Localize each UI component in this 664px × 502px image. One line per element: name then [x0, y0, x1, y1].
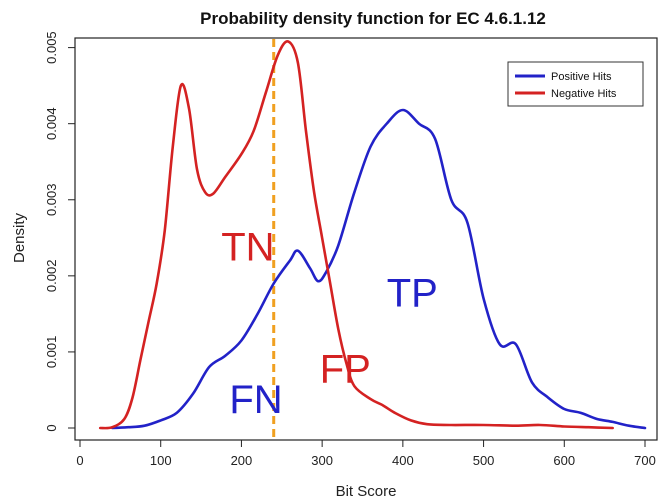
chart-title: Probability density function for EC 4.6.…: [200, 9, 546, 28]
x-tick-label: 500: [473, 453, 495, 468]
annotation-layer: TN FP FN TP: [221, 226, 438, 422]
x-tick-label: 700: [634, 453, 656, 468]
region-label-tn: TN: [221, 226, 274, 270]
x-tick-label: 600: [553, 453, 575, 468]
region-label-tp: TP: [387, 271, 438, 315]
series-line-negative: [98, 40, 614, 430]
x-tick-label: 300: [311, 453, 333, 468]
x-axis-label: Bit Score: [336, 483, 397, 500]
plot-frame: [74, 37, 658, 441]
legend-box: [507, 61, 644, 107]
legend: Positive Hits Negative Hits: [507, 61, 644, 107]
region-label-fn: FN: [229, 378, 282, 422]
y-tick-label: 0.004: [44, 107, 59, 140]
series-line-positive: [111, 108, 647, 430]
y-tick-label: 0.001: [44, 336, 59, 369]
region-label-fp: FP: [320, 347, 371, 391]
legend-label-positive: Positive Hits: [551, 71, 612, 83]
legend-label-negative: Negative Hits: [551, 88, 617, 100]
series-layer: [98, 40, 647, 430]
y-tick-label: 0.002: [44, 260, 59, 293]
x-tick-label: 400: [392, 453, 414, 468]
y-axis-label: Density: [11, 212, 28, 263]
y-axis: 0 0.001 0.002 0.003 0.004 0.005: [44, 31, 75, 432]
y-tick-label: 0.003: [44, 183, 59, 216]
x-tick-label: 0: [76, 453, 83, 468]
x-tick-label: 200: [231, 453, 253, 468]
x-tick-label: 100: [150, 453, 172, 468]
x-axis: 0 100 200 300 400 500 600 700: [76, 440, 656, 468]
y-tick-label: 0: [44, 424, 59, 431]
y-tick-label: 0.005: [44, 31, 59, 64]
